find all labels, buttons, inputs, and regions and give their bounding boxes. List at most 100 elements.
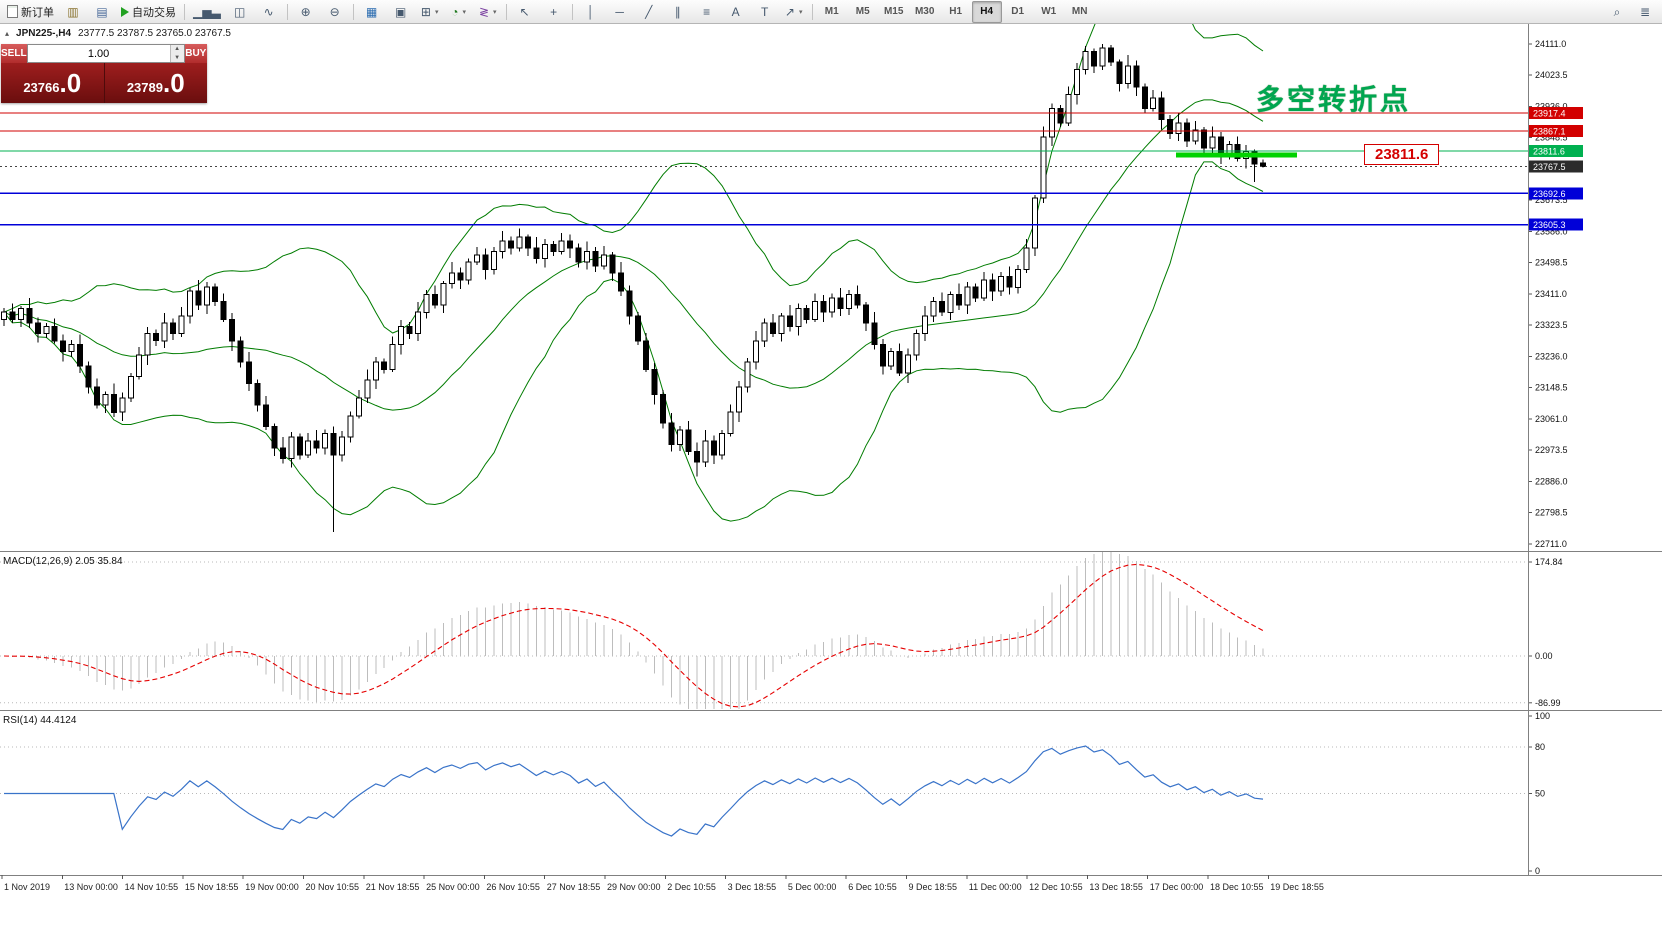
navigator-button[interactable]: ▤ [88,1,116,23]
svg-text:-86.99: -86.99 [1535,698,1561,708]
cascade-windows-icon: ▣ [395,4,407,19]
chevron-down-icon: ▾ [798,8,803,16]
svg-text:22711.0: 22711.0 [1535,539,1567,549]
arrows-button[interactable]: ↗ ▾ [780,1,808,23]
volume-box: ▲ ▼ [26,44,185,63]
svg-text:23867.1: 23867.1 [1533,127,1566,137]
bollinger-middle-band [3,99,1264,411]
price-axis[interactable]: 24111.024023.523936.023848.523761.023673… [1528,39,1568,549]
chevron-down-icon: ▾ [462,8,467,16]
timeframe-w1-button[interactable]: W1 [1041,6,1057,17]
trendline-button[interactable]: ╱ [635,1,663,23]
profiles-button[interactable]: ◔ ▾ [445,1,473,23]
panel-separators[interactable] [0,24,1662,876]
horizontal-lines[interactable]: 23917.4 23867.1 23811.6 23692.6 23605.3 23767… [0,107,1583,231]
rsi-panel: 100 80 50 0 RSI(14) 44.4124 [0,711,1550,876]
chart-window[interactable]: 24111.024023.523936.023848.523761.023673… [0,24,1662,947]
vertical-line-icon: │ [586,4,595,19]
svg-text:19 Dec 18:55: 19 Dec 18:55 [1270,882,1324,892]
fibonacci-button[interactable]: ≡ [693,1,721,23]
timeframe-m15-button[interactable]: M15 [883,6,904,17]
equidistant-channel-button[interactable]: ∥ [664,1,692,23]
volume-decrease-button[interactable]: ▼ [170,53,184,62]
svg-text:26 Nov 10:55: 26 Nov 10:55 [486,882,540,892]
autotrading-play-icon [121,6,129,17]
text-button[interactable]: A [722,1,750,23]
zoom-out-icon: ⊖ [329,4,340,19]
candles [1,44,1266,532]
tile-windows-button[interactable]: ▦ [358,1,386,23]
timeframe-h4-button[interactable]: H4 [971,0,1002,23]
highlight-bar [1176,152,1297,158]
price-divider [103,63,105,103]
svg-text:174.84: 174.84 [1535,557,1563,567]
market-watch-icon: ▥ [67,4,79,19]
vertical-line-button[interactable]: │ [577,1,605,23]
svg-text:14 Nov 10:55: 14 Nov 10:55 [125,882,179,892]
objects-list-button[interactable]: ≣ [1631,1,1659,23]
chart-ohlc-values: 23777.5 23787.5 23765.0 23767.5 [78,28,231,39]
svg-text:12 Dec 10:55: 12 Dec 10:55 [1029,882,1083,892]
horizontal-line-button[interactable]: ─ [606,1,634,23]
svg-text:3 Dec 18:55: 3 Dec 18:55 [728,882,777,892]
cascade-windows-button[interactable]: ▣ [387,1,415,23]
time-axis[interactable]: 1 Nov 2019 13 Nov 00:00 14 Nov 10:55 15 Nov… [1,875,1324,892]
zoom-in-icon: ⊕ [300,4,311,19]
horizontal-line-icon: ─ [615,4,624,19]
cursor-icon: ↖ [519,4,530,19]
zoom-out-button[interactable]: ⊖ [321,1,349,23]
chevron-down-icon: ▾ [492,8,497,16]
indicators-icon: ≷ [478,4,489,19]
svg-text:24023.5: 24023.5 [1535,70,1568,80]
svg-text:1 Nov 2019: 1 Nov 2019 [4,882,50,892]
svg-text:6 Dec 10:55: 6 Dec 10:55 [848,882,897,892]
svg-text:25 Nov 00:00: 25 Nov 00:00 [426,882,480,892]
cursor-button[interactable]: ↖ [511,1,539,23]
new-chart-button[interactable]: ⊞ ▾ [416,1,444,23]
market-watch-button[interactable]: ▥ [59,1,87,23]
bar-chart-button[interactable]: ▁▅▃ [189,1,225,23]
sell-button[interactable]: SELL [1,44,27,63]
volume-increase-button[interactable]: ▲ [170,45,184,54]
autotrading-button[interactable]: 自动交易 [117,1,180,23]
bollinger-bands [3,24,1264,522]
svg-text:11 Dec 00:00: 11 Dec 00:00 [969,882,1022,892]
search-button[interactable]: ⌕ [1603,1,1631,23]
indicators-button[interactable]: ≷ ▾ [474,1,502,23]
text-label-button[interactable]: T [751,1,779,23]
new-order-button[interactable]: 新订单 [3,1,58,23]
toolbar-separator [286,3,288,20]
svg-text:20 Nov 10:55: 20 Nov 10:55 [306,882,360,892]
timeframe-m5-button[interactable]: M5 [855,6,870,17]
one-click-collapse-icon[interactable]: ▴ [5,29,10,38]
zoom-in-button[interactable]: ⊕ [292,1,320,23]
buy-price[interactable]: 23789.0 [126,68,185,98]
timeframe-mn-button[interactable]: MN [1071,6,1088,17]
chart-canvas[interactable]: 24111.024023.523936.023848.523761.023673… [0,24,1662,947]
volume-input[interactable] [27,45,170,62]
bollinger-lower-band [3,161,1264,522]
crosshair-button[interactable]: + [540,1,568,23]
timeframe-m30-button[interactable]: M30 [914,6,935,17]
chart-title: ▴ JPN225-,H4 23777.5 23787.5 23765.0 237… [5,28,231,39]
timeframe-h1-button[interactable]: H1 [949,6,963,17]
timeframe-m1-button[interactable]: M1 [824,6,839,17]
candlestick-chart-icon: ◫ [234,4,246,19]
line-chart-button[interactable]: ∿ [255,1,283,23]
timeframe-d1-button[interactable]: D1 [1011,6,1025,17]
toolbar-separator [184,3,185,20]
svg-text:22886.0: 22886.0 [1535,477,1568,487]
svg-text:23936.0: 23936.0 [1535,102,1568,112]
svg-text:50: 50 [1535,789,1545,799]
new-order-button-label: 新订单 [21,6,54,19]
main-toolbar: 新订单 ▥ ▤ 自动交易 ▁▅▃ ◫ ∿ ⊕ ⊖ ▦ ▣ ⊞ ▾ ◔ ▾ ≷ ▾ ↖ + │ ─ ╱ ∥ ≡ A T ↗ ▾ M1 M5… [0,0,1662,24]
candlestick-chart-button[interactable]: ◫ [226,1,254,23]
svg-text:27 Nov 18:55: 27 Nov 18:55 [547,882,601,892]
buy-button[interactable]: BUY [184,44,207,63]
bollinger-upper-band [3,24,1264,334]
tile-windows-icon: ▦ [366,4,378,19]
new-order-icon [7,5,18,18]
fibonacci-icon: ≡ [703,4,711,19]
svg-text:0.00: 0.00 [1535,651,1553,661]
sell-price[interactable]: 23766.0 [23,68,82,98]
